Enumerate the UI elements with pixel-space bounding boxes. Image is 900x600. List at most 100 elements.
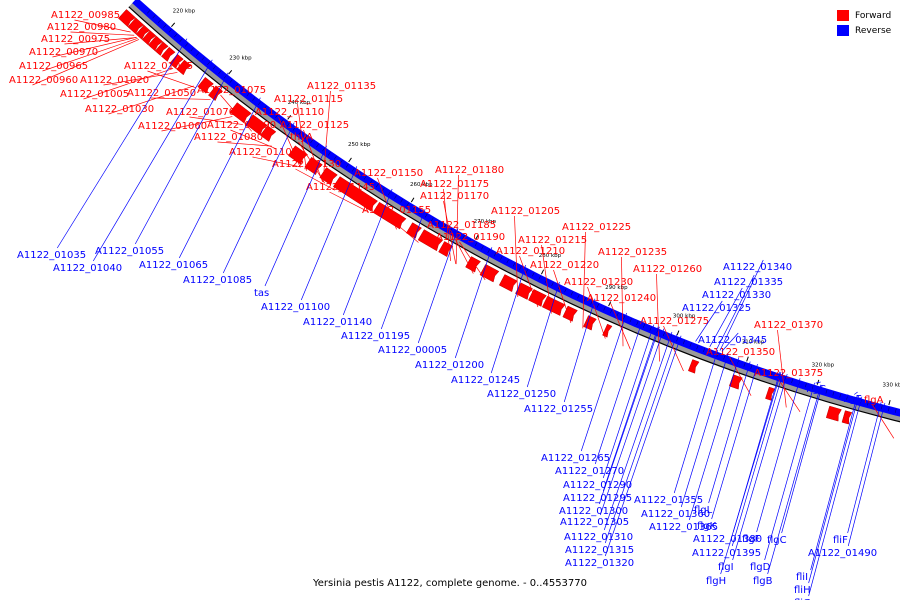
- forward-gene-label: A1122_01275: [640, 316, 709, 327]
- reverse-leader-line: [380, 209, 426, 330]
- reverse-leader-line: [688, 357, 740, 521]
- forward-gene-arrow: [372, 201, 407, 230]
- forward-gene-arrow: [841, 410, 853, 425]
- reverse-gene-mark: [190, 47, 194, 52]
- forward-leader-line: [459, 241, 486, 281]
- reverse-gene-label: A1122_01295: [563, 493, 632, 504]
- forward-gene-arrow: [135, 24, 151, 40]
- tick-mark: [608, 301, 612, 307]
- reverse-gene-mark: [894, 408, 897, 413]
- reverse-gene-label: flgH: [706, 576, 726, 587]
- forward-leader-line: [32, 39, 140, 86]
- reverse-gene-mark: [623, 315, 626, 320]
- tick-mark: [410, 197, 415, 203]
- forward-leader-line: [385, 214, 419, 243]
- reverse-leader-line: [526, 281, 560, 388]
- reverse-gene-label: A1122_01270: [555, 466, 624, 477]
- forward-leader-line: [541, 244, 552, 314]
- reverse-gene-mark: [406, 202, 410, 207]
- reverse-gene-label: flgF: [742, 534, 761, 545]
- forward-gene-label: A1122_00970: [29, 47, 98, 58]
- forward-leader-line: [777, 377, 801, 412]
- tick-label: 310 kbp: [742, 339, 765, 345]
- forward-leader-line: [297, 103, 307, 171]
- forward-gene-label: A1122_01105: [229, 147, 298, 158]
- reverse-gene-mark: [174, 33, 178, 38]
- forward-gene-label: A1122_01225: [562, 222, 631, 233]
- reverse-gene-mark: [418, 210, 422, 214]
- reverse-gene-label: A1122_01340: [723, 262, 792, 273]
- reverse-gene-label: A1122_01380: [693, 534, 762, 545]
- reverse-gene-label: A1122_01250: [487, 389, 556, 400]
- forward-leader-line: [147, 70, 197, 89]
- forward-gene-arrow: [562, 305, 578, 322]
- forward-gene-label: A1122_01080: [194, 132, 263, 143]
- reverse-gene-mark: [468, 238, 471, 243]
- reverse-gene-mark: [609, 309, 613, 314]
- forward-leader-line: [514, 215, 519, 297]
- reverse-gene-mark: [757, 367, 759, 372]
- reverse-gene-mark: [682, 340, 685, 345]
- reverse-leader-line: [767, 384, 822, 575]
- forward-leader-line: [108, 85, 194, 115]
- tick-mark: [228, 70, 233, 75]
- forward-gene-label: A1122_01110: [255, 107, 324, 118]
- reverse-gene-label: A1122_01360: [641, 509, 710, 520]
- forward-leader-line: [74, 19, 131, 33]
- forward-gene-arrow: [169, 53, 184, 69]
- forward-gene-label: A1122_01125: [280, 120, 349, 131]
- reverse-gene-label: A1122_01195: [341, 331, 410, 342]
- forward-gene-arrow: [332, 176, 378, 212]
- reverse-gene-mark: [506, 259, 509, 264]
- reverse-leader-line: [815, 381, 821, 384]
- forward-gene-label: A1122_01185: [427, 220, 496, 231]
- reverse-leader-line: [847, 401, 882, 534]
- reverse-gene-label: flgL: [694, 505, 713, 516]
- forward-leader-line: [70, 31, 135, 36]
- reverse-leader-line: [580, 312, 627, 452]
- reverse-leader-line: [603, 331, 673, 531]
- legend-reverse-label: Reverse: [855, 25, 892, 36]
- forward-leader-line: [298, 141, 326, 184]
- forward-gene-label: A1122_01235: [598, 247, 667, 258]
- forward-leader-line: [303, 129, 323, 182]
- forward-gene-arrow: [687, 359, 700, 374]
- reverse-leader-line: [680, 353, 729, 508]
- forward-leader-line: [455, 174, 459, 265]
- forward-leader-line: [278, 116, 301, 167]
- reverse-gene-mark: [281, 118, 284, 123]
- legend: Forward Reverse: [837, 8, 891, 38]
- reverse-gene-mark: [564, 288, 567, 293]
- forward-gene-arrow: [541, 295, 566, 316]
- forward-leader-line: [610, 302, 631, 350]
- reverse-gene-mark: [229, 79, 233, 84]
- reverse-gene-mark: [636, 321, 639, 326]
- reverse-gene-mark: [252, 97, 256, 101]
- tick-mark: [287, 115, 292, 120]
- forward-gene-label: A1122_01260: [633, 264, 702, 275]
- forward-gene-arrow: [498, 274, 518, 293]
- reverse-gene-mark: [218, 70, 222, 75]
- reverse-gene-mark: [316, 143, 319, 148]
- reverse-leader-line: [599, 328, 665, 516]
- reverse-gene-mark: [263, 105, 267, 110]
- reverse-gene-label: A1122_01245: [451, 375, 520, 386]
- reverse-leader-line: [178, 97, 261, 259]
- forward-leader-line: [377, 177, 397, 230]
- reverse-gene-mark: [487, 249, 490, 254]
- reverse-gene-mark: [532, 272, 535, 277]
- reverse-gene-mark: [304, 135, 308, 140]
- forward-gene-label: A1122_01180: [435, 165, 504, 176]
- tick-mark: [676, 330, 680, 336]
- reverse-gene-label: flgD: [750, 562, 771, 573]
- reverse-gene-label: A1122_01200: [415, 360, 484, 371]
- forward-gene-label: A1122_01070: [166, 107, 235, 118]
- reverse-leader-line: [594, 319, 643, 465]
- tick-label: 250 kbp: [348, 142, 371, 148]
- reverse-gene-mark: [474, 242, 478, 247]
- forward-gene-label: A1122_01150: [354, 168, 423, 179]
- reverse-gene-label: flgK: [697, 521, 717, 532]
- reverse-leader-line: [417, 228, 459, 344]
- reverse-gene-mark: [662, 332, 665, 337]
- forward-gene-arrow: [583, 315, 597, 331]
